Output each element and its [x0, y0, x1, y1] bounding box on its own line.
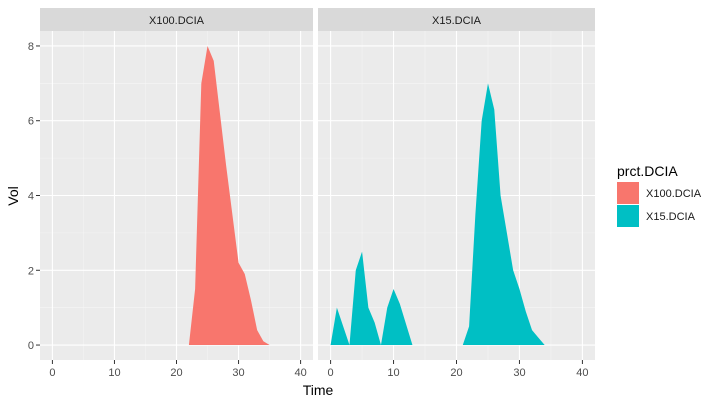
x-tick-label: 10 [387, 367, 399, 379]
y-tick-label: 2 [28, 265, 34, 277]
y-tick-label: 4 [28, 191, 34, 203]
legend-swatch [617, 182, 639, 204]
y-tick-label: 8 [28, 41, 34, 53]
x-tick-label: 30 [513, 367, 525, 379]
y-axis-title: Vol [5, 186, 21, 205]
x-tick-label: 0 [49, 367, 55, 379]
x-axis-title: Time [303, 382, 334, 398]
area-series [330, 83, 545, 346]
y-tick-label: 6 [28, 116, 34, 128]
x-tick-label: 40 [576, 367, 588, 379]
legend-item: X15.DCIA [617, 205, 696, 227]
x-axes: 0 10 20 30 40 0 10 20 30 40 [49, 360, 589, 379]
legend: prct.DCIA X100.DCIA X15.DCIA [617, 163, 702, 227]
legend-label: X100.DCIA [646, 188, 702, 200]
x-tick-label: 30 [232, 367, 244, 379]
legend-title: prct.DCIA [617, 163, 678, 179]
y-tick-label: 0 [28, 340, 34, 352]
area-series [188, 45, 270, 346]
x-tick-label: 10 [108, 367, 120, 379]
legend-swatch [617, 205, 639, 227]
x-tick-label: 40 [294, 367, 306, 379]
panels-layer: X100.DCIA X15.DCIA [40, 8, 595, 360]
y-axis: 0 2 4 6 8 [28, 41, 40, 352]
facet-strip [40, 8, 313, 31]
legend-item: X100.DCIA [617, 182, 702, 204]
facet-strip-label: X100.DCIA [149, 15, 205, 27]
legend-label: X15.DCIA [646, 211, 696, 223]
facet-panel: X15.DCIA [318, 8, 595, 360]
facet-strip-label: X15.DCIA [432, 15, 482, 27]
x-tick-label: 0 [328, 367, 334, 379]
facet-strip [318, 8, 595, 31]
x-tick-label: 20 [170, 367, 182, 379]
facet-panel: X100.DCIA [40, 8, 313, 360]
x-tick-label: 20 [450, 367, 462, 379]
